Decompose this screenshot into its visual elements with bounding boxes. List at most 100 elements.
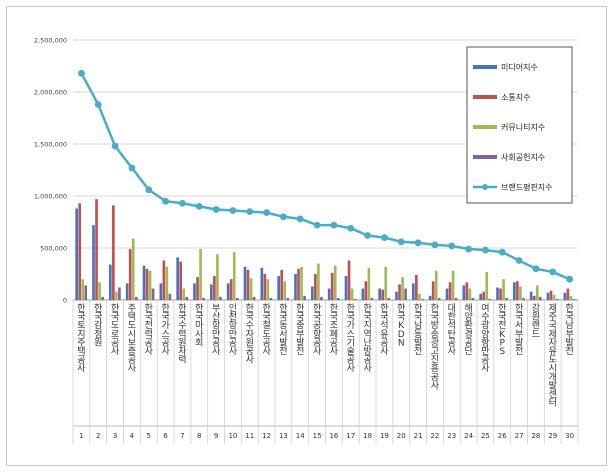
bar-3 (569, 295, 573, 300)
bar-4 (84, 285, 88, 300)
bar-3 (418, 293, 421, 300)
bar-2 (415, 275, 418, 300)
bar-3 (384, 266, 388, 300)
line-point (195, 203, 203, 210)
category-number: 27 (515, 432, 524, 440)
bar-1 (311, 286, 314, 300)
category-number: 12 (262, 432, 271, 440)
category-number: 9 (214, 432, 218, 440)
bar-1 (125, 283, 129, 300)
bar-4 (555, 298, 559, 300)
bar-3 (249, 278, 253, 300)
line-point (347, 224, 355, 232)
legend-swatch (473, 65, 497, 69)
category-number: 13 (279, 432, 288, 440)
bar-4 (151, 288, 155, 300)
bar-2 (297, 268, 300, 300)
bar-1 (92, 225, 95, 300)
legend-label: 브랜드평판지수 (501, 182, 553, 192)
bar-3 (552, 294, 556, 300)
line-point (280, 213, 287, 221)
bar-1 (378, 288, 381, 300)
category-number: 28 (531, 432, 540, 440)
bar-1 (361, 288, 365, 300)
bar-2 (162, 260, 166, 300)
bar-3 (535, 285, 539, 300)
line-point (263, 209, 270, 217)
line-point (414, 239, 422, 247)
bar-3 (451, 270, 455, 300)
legend-swatch (473, 155, 497, 159)
bar-2 (431, 281, 435, 300)
category-number: 23 (447, 432, 456, 440)
bar-2 (128, 249, 132, 300)
bar-1 (412, 283, 415, 300)
bar-3 (165, 266, 169, 300)
line-point (145, 186, 153, 194)
bar-3 (216, 254, 219, 300)
bar-3 (182, 288, 186, 300)
bar-2 (314, 274, 317, 300)
bar-1 (513, 282, 516, 300)
bar-2 (465, 282, 469, 300)
bar-1 (428, 295, 432, 300)
bar-4 (353, 298, 357, 300)
bar-4 (219, 296, 222, 300)
line-point (296, 215, 304, 223)
category-number: 6 (163, 432, 168, 440)
line-point (482, 246, 489, 254)
bar-4 (370, 297, 374, 300)
line-point (330, 221, 338, 229)
bar-1 (529, 291, 533, 300)
bar-2 (145, 268, 149, 300)
bar-1 (260, 267, 264, 300)
bar-1 (210, 284, 213, 300)
line-point (431, 241, 439, 249)
y-tick-label: 2,000,000 (34, 89, 67, 97)
bar-3 (131, 238, 135, 300)
bar-3 (519, 286, 522, 300)
bar-4 (118, 287, 121, 300)
bar-2 (112, 205, 115, 300)
line-point (128, 164, 136, 172)
bar-1 (176, 257, 179, 300)
bar-3 (401, 277, 404, 300)
line-point (78, 69, 85, 77)
line-point (111, 142, 119, 150)
line-point (515, 257, 523, 264)
bar-1 (327, 288, 331, 300)
legend-label: 미디어지수 (501, 62, 538, 72)
category-number: 19 (380, 432, 389, 440)
bar-4 (303, 295, 306, 300)
bar-1 (344, 276, 348, 300)
bar-2 (532, 295, 536, 300)
bar-1 (243, 266, 247, 300)
bar-1 (277, 276, 280, 300)
bar-3 (317, 263, 320, 300)
category-number: 5 (147, 432, 151, 440)
category-number: 7 (180, 432, 184, 440)
bar-3 (199, 249, 202, 300)
category-number: 15 (313, 432, 322, 440)
bar-3 (485, 271, 489, 300)
bar-2 (347, 260, 351, 300)
bar-3 (98, 282, 101, 300)
legend-label: 소통지수 (501, 93, 530, 102)
line-point (212, 206, 220, 213)
bar-2 (229, 279, 233, 300)
bar-2 (381, 289, 385, 300)
